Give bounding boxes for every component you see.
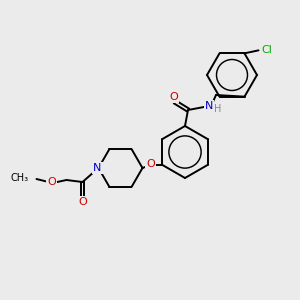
- Text: O: O: [78, 197, 87, 207]
- Text: N: N: [93, 163, 102, 173]
- Text: H: H: [214, 104, 221, 114]
- Text: N: N: [205, 101, 213, 111]
- Text: O: O: [146, 159, 155, 169]
- Text: O: O: [47, 177, 56, 187]
- Text: O: O: [169, 92, 178, 102]
- Text: Cl: Cl: [261, 45, 272, 55]
- Text: CH₃: CH₃: [11, 173, 28, 183]
